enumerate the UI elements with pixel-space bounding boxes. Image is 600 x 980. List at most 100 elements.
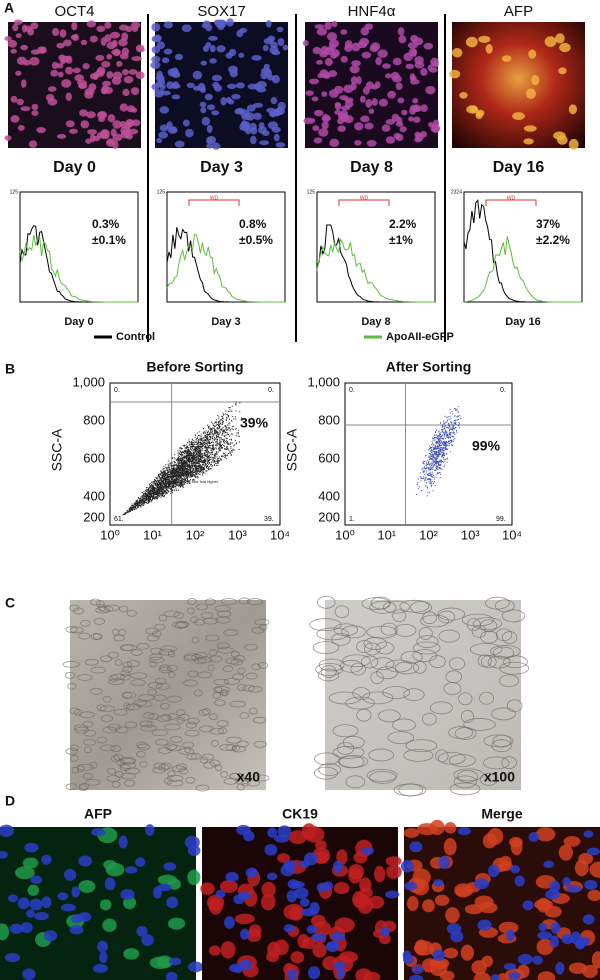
dot	[203, 431, 205, 433]
dot	[173, 480, 175, 482]
cell	[207, 664, 215, 672]
dot	[196, 458, 198, 460]
dot	[217, 414, 219, 416]
dot	[161, 489, 163, 490]
cell	[166, 664, 179, 672]
dot	[166, 487, 168, 489]
cell	[84, 746, 92, 754]
dot	[458, 406, 460, 408]
dot	[185, 473, 187, 475]
dot	[166, 483, 168, 485]
dot	[158, 474, 160, 475]
dot	[184, 471, 185, 473]
dot	[441, 447, 443, 449]
dot	[219, 448, 221, 450]
cell	[262, 44, 269, 52]
dot	[437, 440, 439, 442]
dot	[440, 459, 442, 461]
dot	[196, 470, 198, 472]
cell	[136, 642, 150, 650]
dot	[184, 481, 186, 483]
dot	[197, 448, 198, 450]
cell	[112, 628, 120, 636]
dot	[147, 494, 149, 496]
dot	[194, 449, 196, 450]
dot	[228, 423, 230, 425]
dot	[434, 461, 436, 463]
dot	[235, 435, 237, 437]
dot	[441, 456, 443, 458]
dot	[207, 434, 209, 436]
dot	[149, 492, 151, 494]
dot	[139, 501, 141, 503]
dot	[194, 446, 195, 448]
dot	[445, 443, 447, 444]
dot	[437, 450, 439, 452]
dot	[186, 462, 187, 464]
dot	[460, 418, 462, 420]
dot	[212, 445, 214, 447]
dot	[186, 462, 188, 464]
dot	[183, 451, 185, 453]
dot	[167, 463, 169, 465]
dot	[444, 455, 445, 457]
dot	[154, 488, 155, 490]
dot	[211, 436, 213, 438]
dot	[231, 410, 233, 412]
dot	[435, 436, 437, 438]
dot	[151, 485, 153, 487]
cell	[209, 727, 225, 735]
dot	[431, 475, 433, 477]
dot	[196, 474, 198, 476]
cell	[195, 603, 208, 611]
dot	[193, 449, 195, 451]
cell	[97, 111, 106, 118]
dot	[195, 465, 197, 466]
dot	[215, 439, 217, 441]
dot	[182, 484, 184, 485]
dot	[447, 437, 449, 439]
dot	[433, 443, 435, 445]
dot	[454, 420, 455, 422]
dot	[213, 448, 215, 450]
dot	[207, 437, 209, 439]
dot	[182, 470, 184, 472]
dot	[226, 446, 227, 448]
dot	[207, 465, 208, 467]
dot	[438, 441, 440, 443]
cell	[201, 116, 211, 126]
dot	[197, 449, 199, 451]
dot	[195, 451, 197, 453]
dot	[158, 488, 160, 490]
dot	[159, 491, 161, 493]
day-label: Day 16	[493, 159, 545, 176]
cell	[60, 59, 66, 65]
dot	[198, 441, 200, 443]
cell	[110, 31, 121, 39]
dot	[178, 478, 180, 480]
cell	[159, 664, 171, 672]
dot	[199, 466, 201, 468]
dot	[164, 472, 165, 474]
dot	[225, 418, 227, 420]
dot	[184, 468, 186, 469]
dot	[190, 473, 192, 475]
cell	[223, 677, 240, 685]
dot	[176, 460, 178, 461]
dot	[203, 436, 205, 438]
dot	[141, 504, 143, 506]
dot	[209, 436, 211, 438]
dot	[226, 442, 228, 444]
dot	[436, 459, 438, 461]
cell	[339, 95, 349, 101]
dot	[444, 452, 446, 454]
dot	[215, 423, 217, 425]
dot	[171, 489, 173, 491]
dot	[190, 467, 192, 469]
dot	[437, 452, 439, 454]
dot	[445, 426, 447, 428]
dot	[174, 462, 176, 463]
dot	[154, 498, 156, 500]
dot	[440, 461, 442, 463]
dot	[174, 481, 176, 483]
